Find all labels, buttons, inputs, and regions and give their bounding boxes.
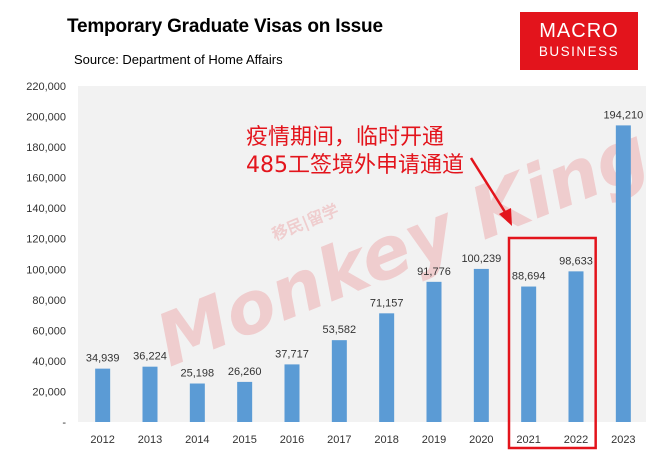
x-tick-label: 2021 — [516, 434, 540, 446]
bar-2015 — [237, 381, 253, 422]
x-tick-label: 2014 — [185, 434, 209, 446]
data-label-2019: 91,776 — [417, 266, 451, 278]
y-tick-label: 180,000 — [26, 142, 66, 154]
bar-2016 — [284, 364, 300, 422]
plot-area — [78, 86, 646, 422]
x-tick-label: 2016 — [280, 434, 304, 446]
y-tick-label: 40,000 — [32, 356, 66, 368]
bar-2017 — [331, 340, 347, 422]
data-label-2016: 37,717 — [275, 348, 309, 360]
y-tick-label: 140,000 — [26, 203, 66, 215]
annotation-line-1: 疫情期间，临时开通 — [246, 125, 445, 150]
data-label-2022: 98,633 — [559, 255, 593, 267]
y-tick-label: - — [62, 417, 66, 429]
x-tick-label: 2017 — [327, 434, 351, 446]
bar-2021 — [521, 286, 537, 422]
data-label-2015: 26,260 — [228, 366, 262, 378]
x-tick-label: 2018 — [374, 434, 398, 446]
y-tick-label: 80,000 — [32, 295, 66, 307]
y-tick-label: 200,000 — [26, 112, 66, 124]
x-tick-label: 2019 — [422, 434, 446, 446]
data-label-2018: 71,157 — [370, 297, 404, 309]
bar-2018 — [379, 313, 395, 422]
logo-line-1: MACRO — [539, 20, 619, 42]
annotation-line-2: 485工签境外申请通道 — [246, 153, 464, 178]
y-tick-label: 160,000 — [26, 173, 66, 185]
data-label-2014: 25,198 — [181, 368, 215, 380]
bar-2023 — [615, 125, 631, 422]
annotation-text: 疫情期间，临时开通 485工签境外申请通道 — [246, 124, 464, 180]
chart-subtitle: Source: Department of Home Affairs — [74, 52, 283, 67]
x-tick-label: 2022 — [564, 434, 588, 446]
x-tick-label: 2023 — [611, 434, 635, 446]
data-label-2013: 36,224 — [133, 351, 167, 363]
data-label-2023: 194,210 — [603, 109, 643, 121]
data-label-2017: 53,582 — [323, 324, 357, 336]
data-label-2021: 88,694 — [512, 271, 546, 283]
highlight-box — [507, 236, 597, 450]
bar-2013 — [142, 366, 158, 422]
x-tick-label: 2012 — [90, 434, 114, 446]
y-tick-label: 120,000 — [26, 234, 66, 246]
y-tick-label: 60,000 — [32, 325, 66, 337]
y-tick-label: 20,000 — [32, 386, 66, 398]
macro-business-logo: MACRO BUSINESS — [520, 12, 638, 70]
data-label-2020: 100,239 — [461, 253, 501, 265]
y-tick-label: 220,000 — [26, 81, 66, 93]
y-tick-label: 100,000 — [26, 264, 66, 276]
chart-title: Temporary Graduate Visas on Issue — [67, 16, 383, 37]
logo-line-2: BUSINESS — [538, 44, 620, 59]
annotation-arrow — [469, 157, 512, 226]
bar-2022 — [568, 271, 584, 422]
bar-2019 — [426, 281, 442, 422]
data-label-2012: 34,939 — [86, 353, 120, 365]
x-tick-label: 2015 — [232, 434, 256, 446]
x-tick-label: 2013 — [138, 434, 162, 446]
bar-2012 — [95, 368, 111, 422]
bar-2014 — [189, 383, 205, 422]
x-tick-label: 2020 — [469, 434, 493, 446]
bar-2020 — [473, 268, 489, 422]
